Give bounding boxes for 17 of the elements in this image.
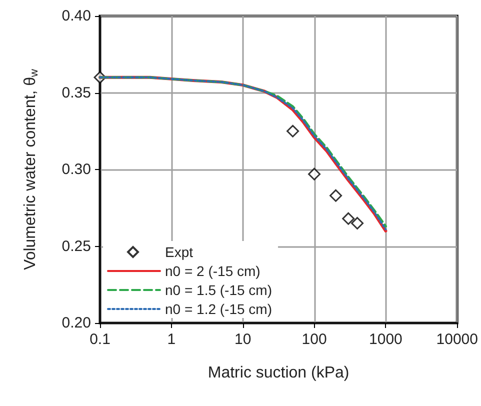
- x-tick-label: 10000: [436, 331, 478, 348]
- legend-label: n0 = 1.2 (-15 cm): [165, 301, 272, 317]
- legend-label: n0 = 2 (-15 cm): [165, 263, 260, 279]
- legend-label: Expt: [165, 244, 194, 260]
- y-tick-label: 0.30: [62, 161, 91, 178]
- x-tick-label: 1000: [369, 331, 402, 348]
- y-tick-label: 0.35: [62, 84, 91, 102]
- y-axis-title: Volumetric water content, θw: [22, 68, 40, 270]
- y-tick-label: 0.40: [62, 8, 91, 24]
- x-tick-label: 10: [234, 331, 252, 348]
- legend-label: n0 = 1.5 (-15 cm): [165, 282, 272, 298]
- y-tick-label: 0.20: [62, 314, 91, 332]
- x-tick-label: 0.1: [90, 331, 110, 348]
- x-axis-title: Matric suction (kPa): [208, 364, 350, 382]
- y-tick-label: 0.25: [62, 238, 91, 255]
- x-tick-label: 100: [302, 331, 327, 348]
- x-tick-label: 1: [167, 331, 176, 348]
